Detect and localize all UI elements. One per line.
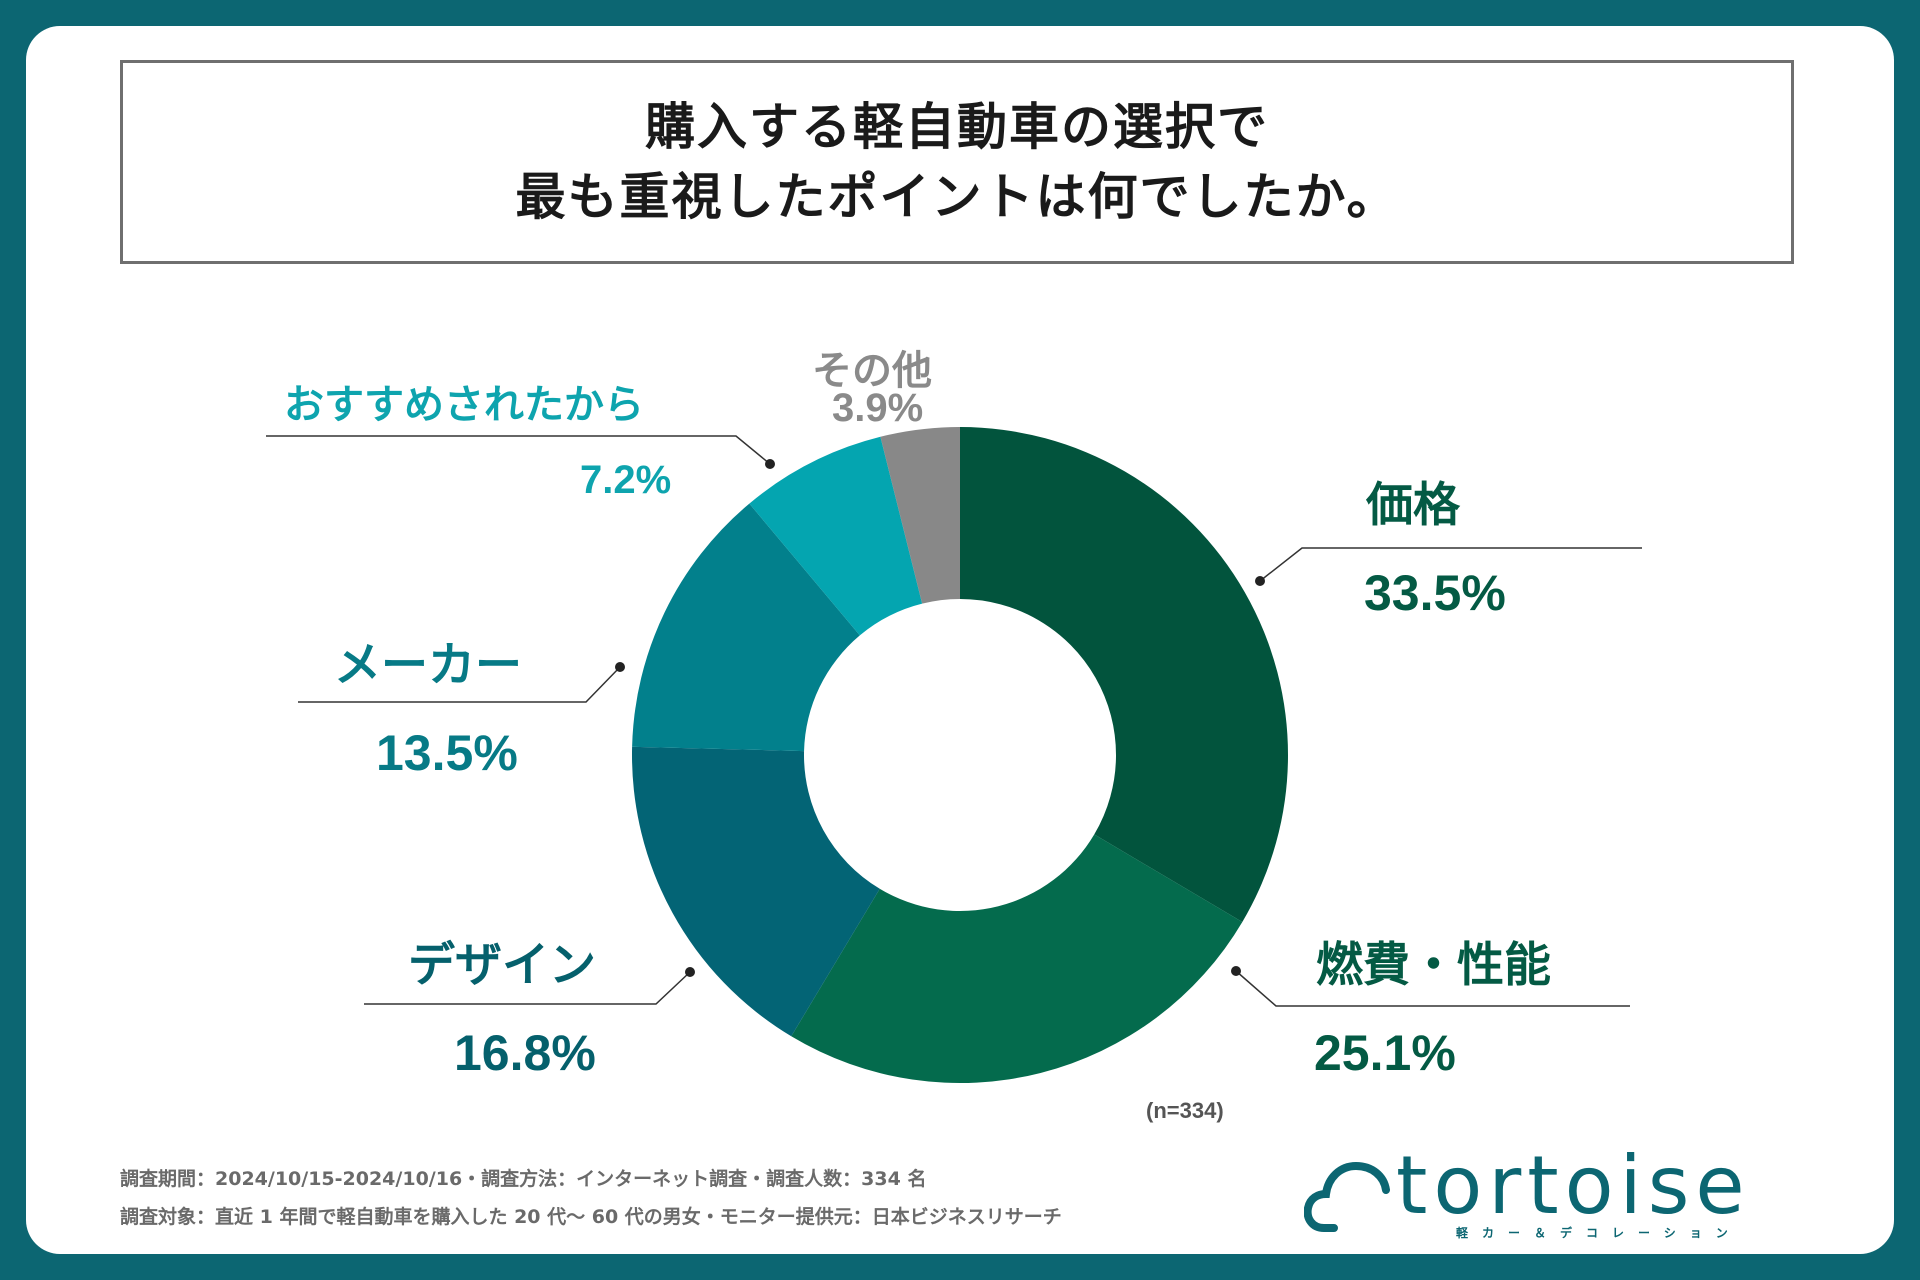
leader-line-design (364, 971, 691, 1005)
value-fuel-performance: 25.1% (1314, 1025, 1456, 1081)
value-recommended: 7.2% (580, 458, 672, 502)
logo-cloud-icon (1304, 1161, 1390, 1232)
value-design: 16.8% (454, 1025, 596, 1081)
label-maker: メーカー (334, 638, 522, 693)
footer-survey-period: 調査期間：2024/10/15-2024/10/16・調査方法：インターネット調… (120, 1168, 927, 1190)
value-maker: 13.5% (376, 725, 518, 781)
infographic-card: 購入する軽自動車の選択で 最も重視したポイントは何でしたか。 価格 33.5% … (26, 26, 1894, 1254)
title-line-2: 最も重視したポイントは何でしたか。 (515, 168, 1399, 226)
leader-dot-fuel-performance (1231, 966, 1241, 976)
label-fuel-performance: 燃費・性能 (1316, 938, 1551, 993)
value-other: 3.9% (832, 386, 924, 430)
leader-dot-price (1255, 576, 1265, 586)
sample-size: (n=334) (1146, 1098, 1224, 1123)
label-recommended: おすすめされたから (284, 382, 644, 428)
slice-other (880, 427, 960, 604)
title-box: 購入する軽自動車の選択で 最も重視したポイントは何でしたか。 (120, 60, 1794, 264)
slice-design (632, 746, 880, 1037)
logo-text: tortoise (1396, 1139, 1751, 1232)
leader-dot-maker (615, 662, 625, 672)
label-other: その他 (812, 348, 932, 394)
value-price: 33.5% (1364, 565, 1506, 621)
leader-line-price (1259, 547, 1642, 582)
slice-maker (632, 503, 860, 752)
slice-price (960, 427, 1288, 922)
leader-dot-design (685, 967, 695, 977)
leader-line-fuel-performance (1235, 970, 1630, 1007)
label-design: デザイン (408, 938, 596, 993)
footer-survey-target: 調査対象：直近 1 年間で軽自動車を購入した 20 代～ 60 代の男女・モニタ… (120, 1206, 1062, 1228)
slice-fuel-performance (791, 834, 1243, 1083)
slice-recommended (749, 436, 923, 636)
leader-line-maker (298, 666, 621, 703)
leader-dot-recommended (765, 459, 775, 469)
donut-chart (266, 427, 1642, 1083)
label-price: 価格 (1366, 478, 1460, 533)
logo-subtitle: 軽カー＆デコレーション (1456, 1226, 1742, 1240)
title-line-1: 購入する軽自動車の選択で (645, 98, 1269, 156)
leader-line-recommended (266, 435, 771, 465)
